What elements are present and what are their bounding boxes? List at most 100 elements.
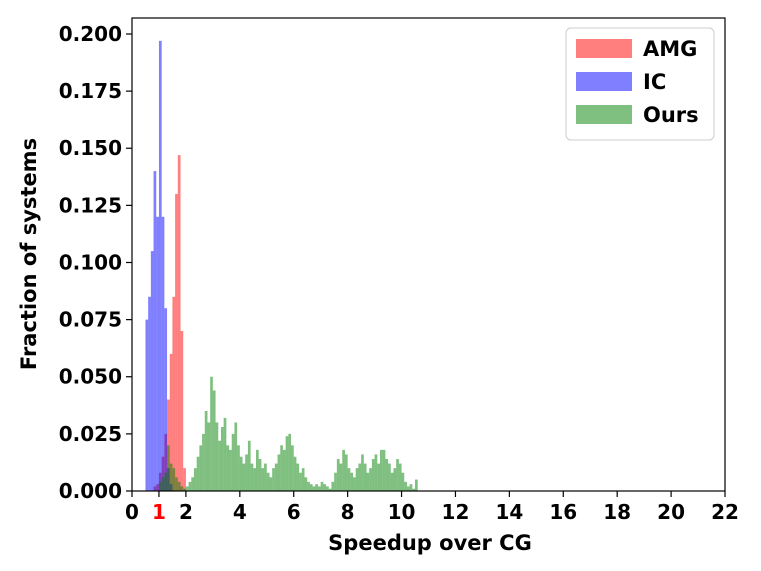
histogram-bar <box>161 216 165 491</box>
histogram-bar <box>371 459 375 491</box>
plot-frame <box>131 17 726 492</box>
histogram-bar <box>291 445 294 491</box>
histogram-bar <box>204 411 208 491</box>
histogram-bar <box>412 488 416 491</box>
histogram-bar <box>350 472 354 491</box>
histogram-bar <box>172 296 176 491</box>
histogram-bar <box>164 308 168 491</box>
histogram-bar <box>223 417 227 491</box>
histogram-bar <box>280 445 283 491</box>
histogram-bar <box>342 449 345 491</box>
y-tick-label: 0.125 <box>59 193 122 217</box>
histogram-bar <box>183 488 186 491</box>
histogram-bar <box>299 472 302 491</box>
histogram-bar <box>164 472 168 491</box>
histogram-bar <box>148 296 151 491</box>
histogram-bar <box>253 468 256 491</box>
histogram-bar <box>218 440 221 491</box>
histogram-bar <box>339 463 343 491</box>
histogram-bar <box>379 449 383 491</box>
histogram-bar <box>355 468 359 491</box>
y-tick-label: 0.075 <box>59 308 122 332</box>
histogram-bar <box>388 463 391 491</box>
histogram-bar <box>353 477 356 491</box>
histogram-bar <box>172 468 176 491</box>
histogram-bar <box>234 422 238 491</box>
y-tick-label: 0.200 <box>59 22 122 46</box>
histogram-bar <box>326 486 329 491</box>
histogram-bar <box>323 484 327 491</box>
x-axis-title: Speedup over CG <box>328 531 532 555</box>
histogram-bar <box>239 456 243 491</box>
histogram-bar <box>258 459 262 491</box>
histogram-bar <box>331 481 335 491</box>
y-axis: 0.000 0.025 0.050 0.075 0.100 0.125 0.150 0.175… <box>59 22 132 503</box>
histogram-bar <box>282 449 286 491</box>
histogram-bar <box>269 477 273 491</box>
histogram-bar <box>156 216 159 491</box>
histogram-bar <box>169 463 173 491</box>
histogram-bar <box>266 472 270 491</box>
histogram-bar <box>250 463 254 491</box>
legend-swatch-ic <box>576 72 632 91</box>
histogram-bar <box>220 427 224 491</box>
x-tick-label: 12 <box>442 500 470 524</box>
histogram-bar <box>231 433 235 491</box>
histogram-bar <box>175 477 178 491</box>
y-tick-label: 0.000 <box>59 479 122 503</box>
histogram-bar <box>207 422 211 491</box>
histogram-bar <box>301 468 305 491</box>
histogram-bar <box>177 155 181 492</box>
histogram-bar <box>285 436 289 491</box>
histogram-bar <box>277 454 281 491</box>
histogram-bar <box>409 484 413 491</box>
histogram-bar <box>293 456 297 491</box>
y-tick-label: 0.100 <box>59 250 122 274</box>
histogram-bar <box>153 171 157 491</box>
x-tick-label: 4 <box>233 500 247 524</box>
histogram-bar <box>245 454 248 491</box>
legend: AMG IC Ours <box>565 27 715 141</box>
histogram-bar <box>158 40 162 491</box>
x-tick-label: 10 <box>388 500 416 524</box>
histogram-bar <box>161 477 165 491</box>
legend-label-amg: AMG <box>643 37 697 61</box>
histogram-bar <box>288 433 292 491</box>
legend-swatch-amg <box>576 39 632 58</box>
histogram-bar <box>167 399 170 491</box>
histogram-bar <box>396 459 399 491</box>
histogram-bar <box>215 422 219 491</box>
histogram-bar <box>169 353 173 491</box>
histogram-bar <box>344 454 348 491</box>
histogram-bar <box>404 481 407 491</box>
y-axis-title: Fraction of systems <box>17 138 41 370</box>
histogram-bar <box>247 440 251 491</box>
histogram-bar <box>226 445 230 491</box>
histogram-bar <box>317 486 321 491</box>
histogram-bar <box>272 468 275 491</box>
x-tick-label: 14 <box>495 500 523 524</box>
x-tick-label: 2 <box>179 500 193 524</box>
histogram-bar <box>150 251 154 491</box>
bars-layer <box>145 40 418 492</box>
histogram-bar <box>347 468 351 491</box>
histogram-bar <box>255 449 259 491</box>
histogram-bar <box>191 477 194 491</box>
histogram-bar <box>358 463 362 491</box>
histogram-bar <box>167 445 170 491</box>
histogram-bar <box>175 193 178 492</box>
histogram-bar <box>158 481 162 491</box>
histogram-bar <box>188 481 192 491</box>
series-ours <box>158 376 418 491</box>
y-tick-label: 0.025 <box>59 422 122 446</box>
histogram-bar <box>377 463 380 491</box>
histogram-bar <box>193 468 197 491</box>
x-tick-label: 0 <box>125 500 139 524</box>
y-tick-label: 0.150 <box>59 136 122 160</box>
y-tick-label: 0.050 <box>59 365 122 389</box>
histogram-bar <box>328 488 332 491</box>
histogram-bar <box>237 445 240 491</box>
histogram-bar <box>242 463 246 491</box>
x-tick-label: 22 <box>711 500 739 524</box>
